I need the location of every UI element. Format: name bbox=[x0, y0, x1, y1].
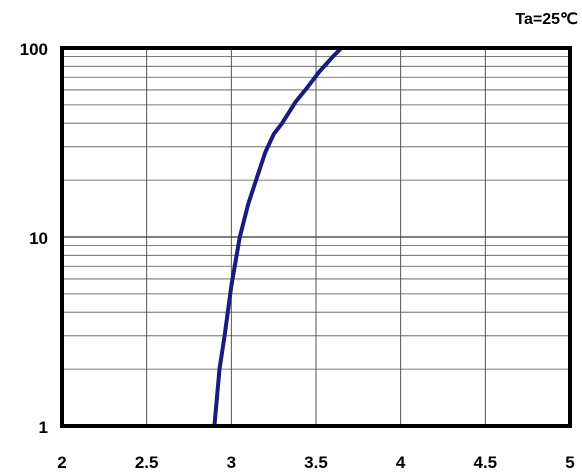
plot-frame bbox=[60, 46, 572, 428]
x-tick-label: 3.5 bbox=[304, 453, 328, 472]
temperature-annotation: Ta=25℃ bbox=[515, 11, 578, 28]
y-tick-label: 1 bbox=[39, 418, 48, 437]
x-tick-label: 4.5 bbox=[474, 453, 498, 472]
y-tick-label: 10 bbox=[29, 229, 48, 248]
y-tick-labels: 1 10 100 bbox=[20, 40, 48, 437]
x-tick-label: 3 bbox=[227, 453, 236, 472]
x-tick-label: 2 bbox=[57, 453, 66, 472]
x-tick-label: 2.5 bbox=[135, 453, 159, 472]
x-tick-labels: 2 2.5 3 3.5 4 4.5 5 bbox=[57, 453, 574, 472]
x-tick-label: 5 bbox=[565, 453, 574, 472]
series-lines bbox=[212, 46, 344, 428]
series-line-0 bbox=[212, 46, 344, 428]
y-tick-label: 100 bbox=[20, 40, 48, 59]
x-tick-label: 4 bbox=[396, 453, 406, 472]
